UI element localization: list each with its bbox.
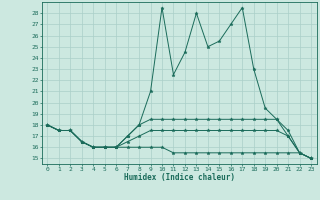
X-axis label: Humidex (Indice chaleur): Humidex (Indice chaleur): [124, 173, 235, 182]
